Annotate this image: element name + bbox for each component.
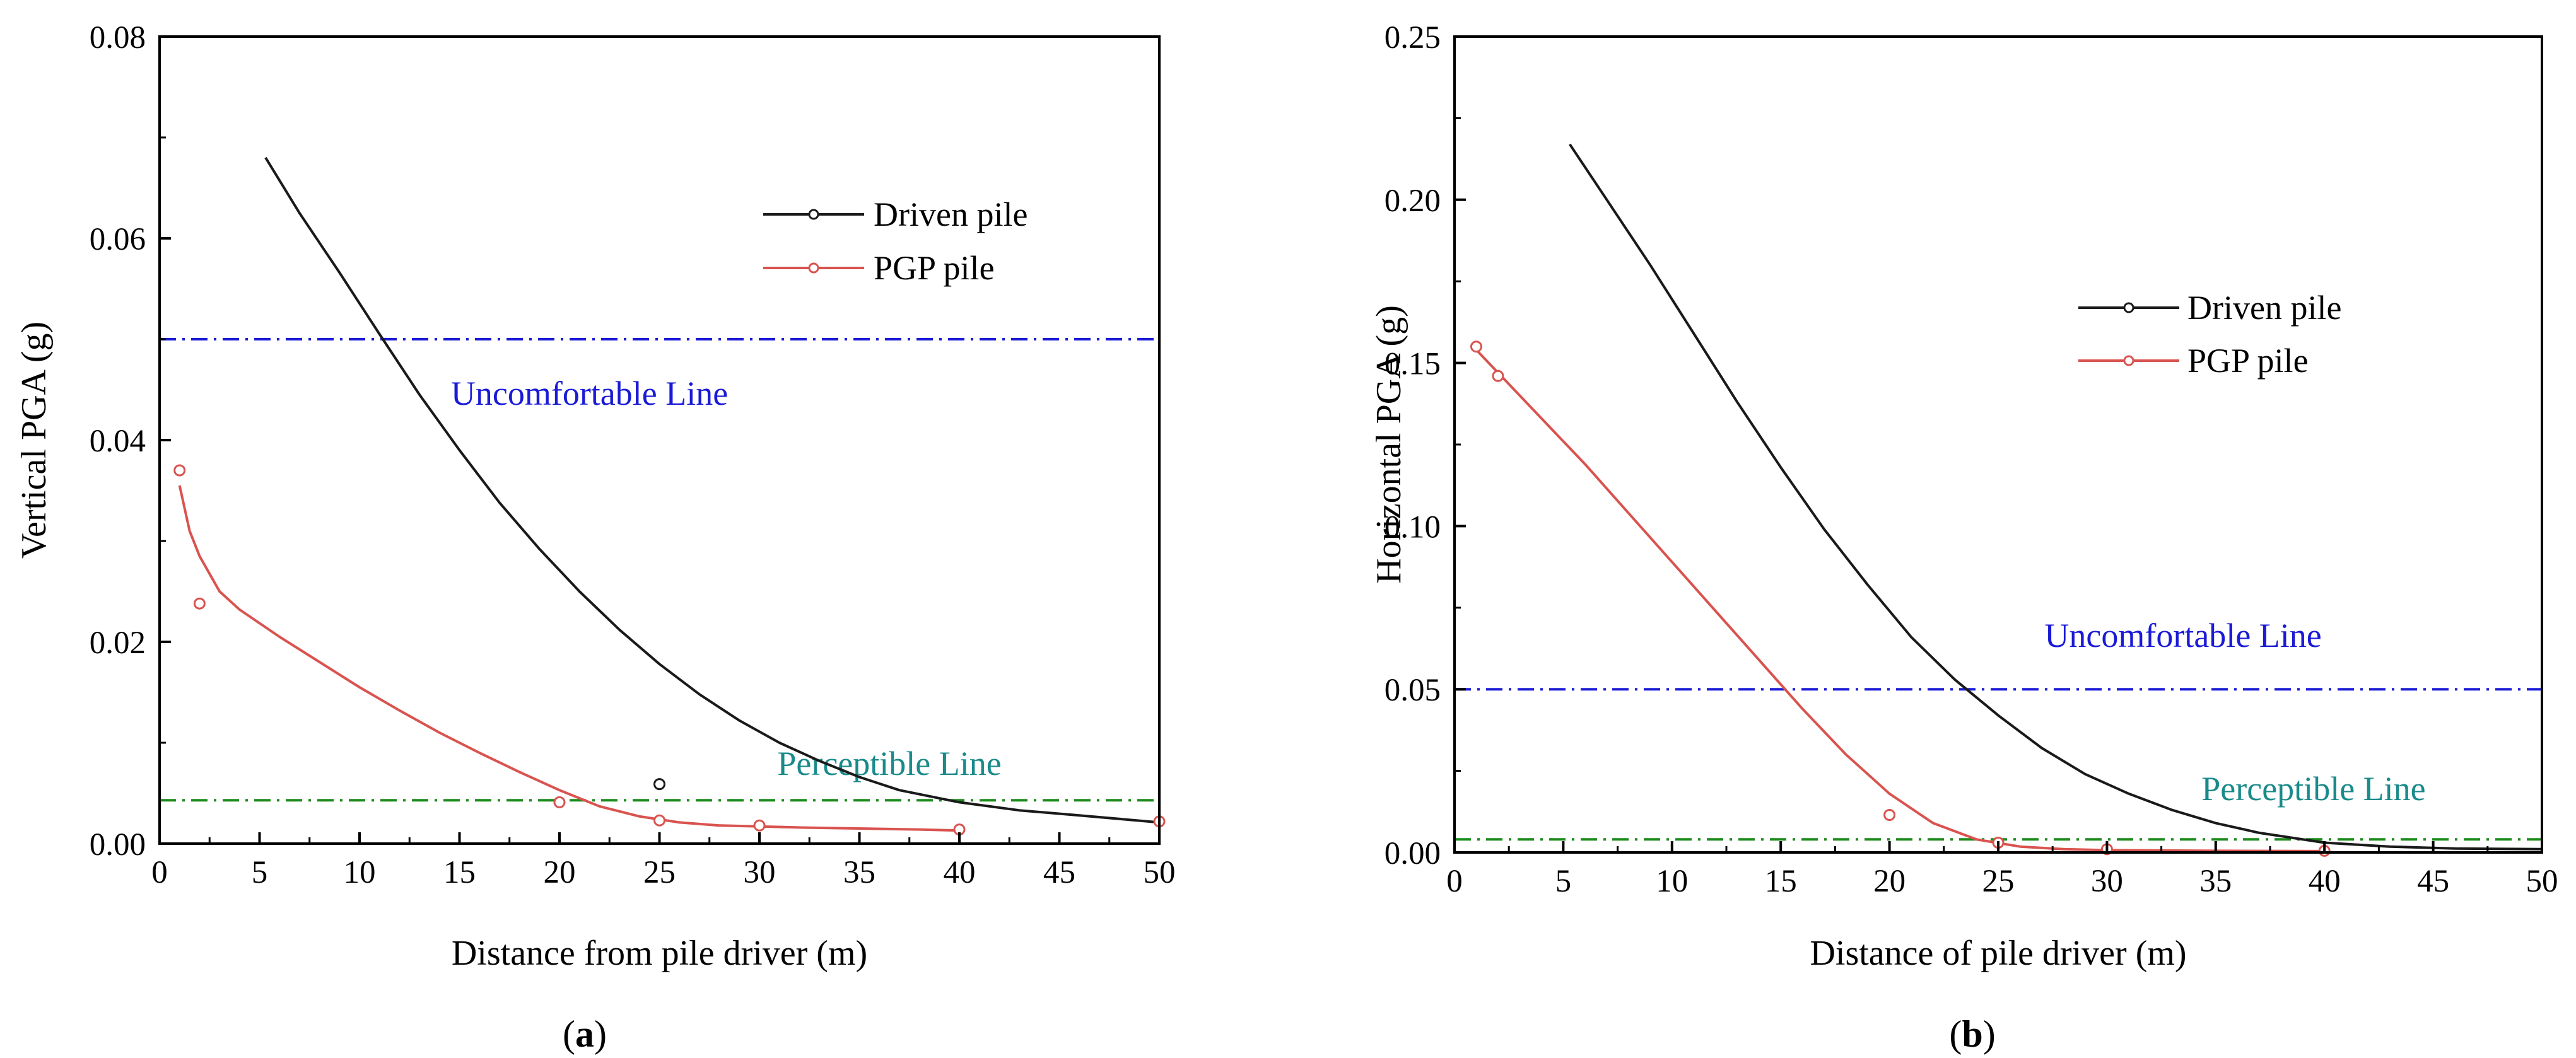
- pgp-pile-point: [653, 814, 665, 827]
- panel-label: (b): [1949, 1013, 1995, 1055]
- x-tick-label: 45: [1043, 855, 1075, 890]
- y-axis-title: Horizontal PGA (g): [1369, 305, 1408, 584]
- x-tick-label: 20: [544, 855, 576, 890]
- y-tick-label: 0.20: [1385, 183, 1441, 219]
- x-tick-label: 10: [1656, 864, 1688, 899]
- x-tick-label: 35: [2199, 864, 2232, 899]
- chart-panel-a: Uncomfortable Line Perceptible Line 0 5 10 15…: [15, 20, 1176, 1055]
- panel-label-close: ): [594, 1013, 607, 1055]
- legend-driven-pile-label: Driven pile: [2187, 289, 2341, 327]
- x-tick-label: 50: [2526, 864, 2558, 899]
- x-tick-label: 40: [944, 855, 976, 890]
- panel-label-close: ): [1983, 1013, 1996, 1055]
- pgp-pile-point: [753, 819, 766, 832]
- panel-label-open: (: [563, 1013, 575, 1055]
- x-tick-label: 40: [2309, 864, 2341, 899]
- x-tick-label: 30: [2091, 864, 2123, 899]
- x-tick-label: 10: [344, 855, 376, 890]
- pgp-pile-point: [553, 796, 566, 808]
- pgp-pile-point: [1883, 808, 1896, 821]
- y-tick-label: 0.04: [90, 424, 146, 459]
- y-tick-label: 0.08: [90, 20, 146, 55]
- pgp-pile-curve: [178, 485, 960, 832]
- y-tick-label: 0.00: [90, 827, 146, 863]
- x-tick-label: 45: [2417, 864, 2449, 899]
- driven-pile-point: [653, 778, 665, 791]
- x-tick-label: 0: [1446, 864, 1463, 899]
- legend-driven-pile-marker: [2123, 302, 2134, 313]
- legend-pgp-pile-marker: [2123, 355, 2134, 366]
- legend-driven-pile-marker: [808, 209, 819, 220]
- perceptible-line-label: Perceptible Line: [777, 745, 1001, 782]
- panel-label-letter: a: [575, 1013, 594, 1055]
- pgp-pile-point: [173, 464, 186, 477]
- pgp-pile-point: [1470, 340, 1482, 353]
- x-tick-label: 15: [443, 855, 476, 890]
- x-tick-label: 15: [1765, 864, 1797, 899]
- plot-frame: [1453, 35, 2543, 854]
- panel-label-letter: b: [1962, 1013, 1982, 1055]
- legend: Driven pile PGP pile: [763, 195, 1027, 287]
- x-tick-label: 30: [744, 855, 776, 890]
- x-tick-label: 25: [643, 855, 676, 890]
- x-tick-label: 0: [151, 855, 168, 890]
- x-axis-title: Distance from pile driver (m): [452, 934, 867, 973]
- x-axis-title: Distance of pile driver (m): [1810, 934, 2186, 973]
- panel-label-open: (: [1949, 1013, 1962, 1055]
- y-tick-label: 0.02: [90, 625, 146, 661]
- uncomfortable-line-label: Uncomfortable Line: [2044, 617, 2321, 654]
- y-tick-label: 0.06: [90, 222, 146, 257]
- x-tick-label: 20: [1873, 864, 1906, 899]
- driven-pile-curve: [264, 156, 1159, 824]
- y-tick-label: 0.25: [1385, 20, 1441, 55]
- pgp-pile-point: [1492, 369, 1504, 382]
- legend-pgp-pile-label: PGP pile: [2187, 342, 2309, 380]
- legend-pgp-pile-label: PGP pile: [874, 249, 995, 287]
- y-tick-label: 0.00: [1385, 836, 1441, 871]
- perceptible-line-label: Perceptible Line: [2201, 770, 2425, 808]
- driven-pile-curve: [1569, 143, 2542, 851]
- plot-frame: [158, 35, 1161, 845]
- y-tick-label: 0.15: [1385, 347, 1441, 382]
- chart-panel-b: Uncomfortable Line Perceptible Line 0 5 10 15…: [1369, 20, 2558, 1055]
- y-tick-label: 0.05: [1385, 673, 1441, 708]
- legend: Driven pile PGP pile: [2078, 289, 2341, 380]
- x-tick-label: 25: [1982, 864, 2015, 899]
- y-tick-label: 0.10: [1385, 509, 1441, 545]
- x-tick-label: 35: [843, 855, 875, 890]
- y-axis-title: Vertical PGA (g): [15, 322, 54, 559]
- x-tick-label: 5: [1555, 864, 1572, 899]
- x-tick-label: 50: [1144, 855, 1176, 890]
- panel-label: (a): [563, 1013, 607, 1055]
- x-tick-label: 5: [252, 855, 268, 890]
- uncomfortable-line-label: Uncomfortable Line: [451, 375, 728, 412]
- pgp-pile-curve: [1475, 349, 2325, 852]
- legend-pgp-pile-marker: [808, 262, 819, 274]
- pgp-pile-point: [193, 597, 206, 610]
- legend-driven-pile-label: Driven pile: [874, 195, 1027, 233]
